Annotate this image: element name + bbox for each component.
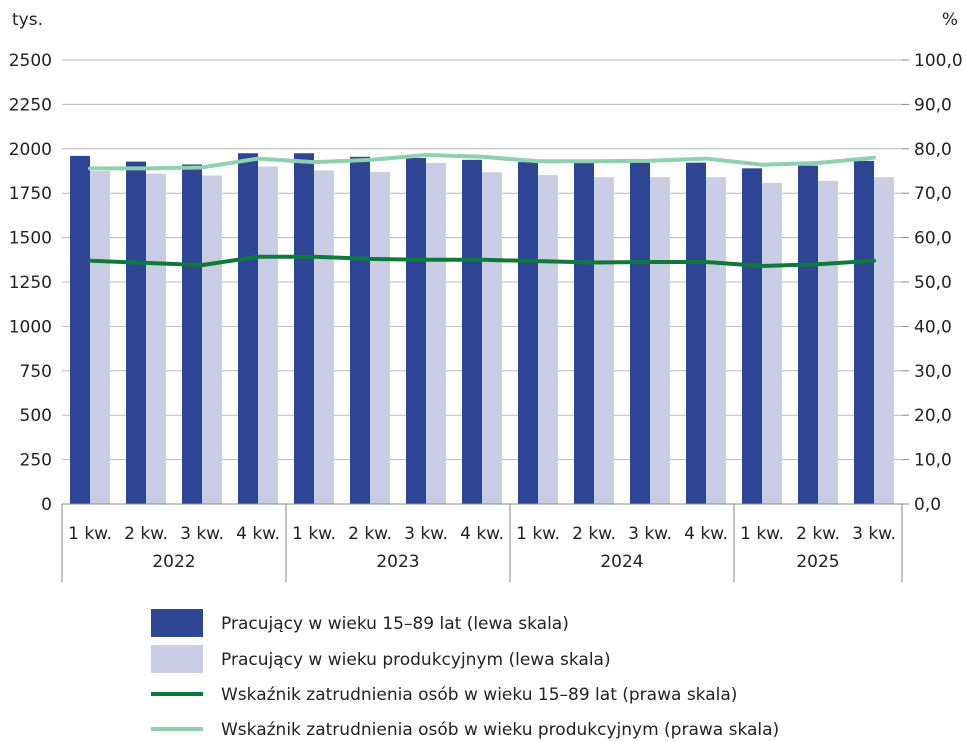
year-label: 2023 [376, 552, 419, 572]
quarter-label: 1 kw. [292, 524, 336, 544]
bar-total [518, 162, 538, 504]
bar-productive-age [706, 177, 726, 504]
bar-total [70, 155, 90, 505]
bar-productive-age [762, 182, 782, 504]
bar-total [462, 159, 482, 504]
bar-total [854, 160, 874, 504]
right-tick-label: 0,0 [914, 495, 941, 515]
bar-total [182, 164, 202, 504]
legend-label: Pracujący w wieku produkcyjnym (lewa ska… [221, 650, 611, 670]
quarter-label: 3 kw. [180, 524, 224, 544]
bar-productive-age [818, 180, 838, 504]
right-tick-label: 20,0 [914, 406, 952, 426]
quarter-label: 1 kw. [740, 524, 784, 544]
left-axis-unit: tys. [12, 10, 43, 30]
left-tick-label: 750 [20, 362, 52, 382]
legend-swatch [151, 645, 203, 673]
legend-label: Pracujący w wieku 15–89 lat (lewa skala) [221, 614, 569, 634]
quarter-label: 2 kw. [796, 524, 840, 544]
axes: 0 0,0 250 10,0 500 20,0 750 30,0 1000 40,0 1250 50,… [9, 51, 963, 582]
legend-label: Wskaźnik zatrudnienia osób w wieku 15–89… [221, 685, 737, 705]
bar-productive-age [258, 166, 278, 504]
left-tick-label: 1500 [9, 229, 52, 249]
quarter-label: 4 kw. [460, 524, 504, 544]
right-tick-label: 50,0 [914, 273, 952, 293]
quarter-label: 1 kw. [516, 524, 560, 544]
quarter-label: 2 kw. [124, 524, 168, 544]
bar-productive-age [146, 173, 166, 504]
bar-productive-age [314, 170, 334, 504]
left-tick-label: 1250 [9, 273, 52, 293]
bar-total [630, 162, 650, 504]
bar-productive-age [482, 172, 502, 504]
quarter-label: 4 kw. [684, 524, 728, 544]
left-tick-label: 250 [20, 451, 52, 471]
legend-swatch [151, 609, 203, 637]
bar-productive-age [90, 171, 110, 504]
right-tick-label: 80,0 [914, 140, 952, 160]
bar-total [294, 153, 314, 505]
left-tick-label: 500 [20, 406, 52, 426]
line-rate-productive-age [88, 153, 876, 171]
left-tick-label: 1000 [9, 317, 52, 337]
left-tick-label: 2250 [9, 95, 52, 115]
year-label: 2024 [600, 552, 643, 572]
year-label: 2022 [152, 552, 195, 572]
quarter-label: 3 kw. [404, 524, 448, 544]
legend-label: Wskaźnik zatrudnienia osób w wieku produ… [221, 720, 779, 740]
legend: Pracujący w wieku 15–89 lat (lewa skala)… [151, 609, 779, 740]
line-rate-15-89 [88, 254, 876, 269]
right-tick-label: 10,0 [914, 451, 952, 471]
left-tick-label: 0 [41, 495, 52, 515]
bar-total [406, 158, 426, 504]
bar-productive-age [538, 175, 558, 505]
left-tick-label: 2000 [9, 140, 52, 160]
right-tick-label: 40,0 [914, 317, 952, 337]
bar-productive-age [426, 163, 446, 504]
right-tick-label: 90,0 [914, 95, 952, 115]
series-lines [88, 153, 876, 269]
left-tick-label: 1750 [9, 184, 52, 204]
bar-total [686, 162, 706, 504]
right-tick-label: 30,0 [914, 362, 952, 382]
bar-productive-age [370, 171, 390, 504]
bar-total [126, 161, 146, 504]
bar-total [350, 156, 370, 505]
quarter-label: 2 kw. [348, 524, 392, 544]
year-label: 2025 [796, 552, 839, 572]
bar-total [798, 165, 818, 504]
right-axis-unit: % [942, 10, 958, 30]
bar-productive-age [594, 177, 614, 504]
right-tick-label: 70,0 [914, 184, 952, 204]
bar-total [742, 168, 762, 504]
quarter-label: 2 kw. [572, 524, 616, 544]
right-tick-label: 60,0 [914, 229, 952, 249]
bar-productive-age [202, 175, 222, 504]
left-tick-label: 2500 [9, 51, 52, 71]
quarter-label: 3 kw. [628, 524, 672, 544]
bar-productive-age [874, 177, 894, 504]
right-tick-label: 100,0 [914, 51, 963, 71]
bar-total [238, 153, 258, 505]
bar-productive-age [650, 177, 670, 504]
quarter-label: 3 kw. [852, 524, 896, 544]
bar-total [574, 162, 594, 504]
bars [70, 153, 894, 505]
quarter-label: 1 kw. [68, 524, 112, 544]
quarter-label: 4 kw. [236, 524, 280, 544]
